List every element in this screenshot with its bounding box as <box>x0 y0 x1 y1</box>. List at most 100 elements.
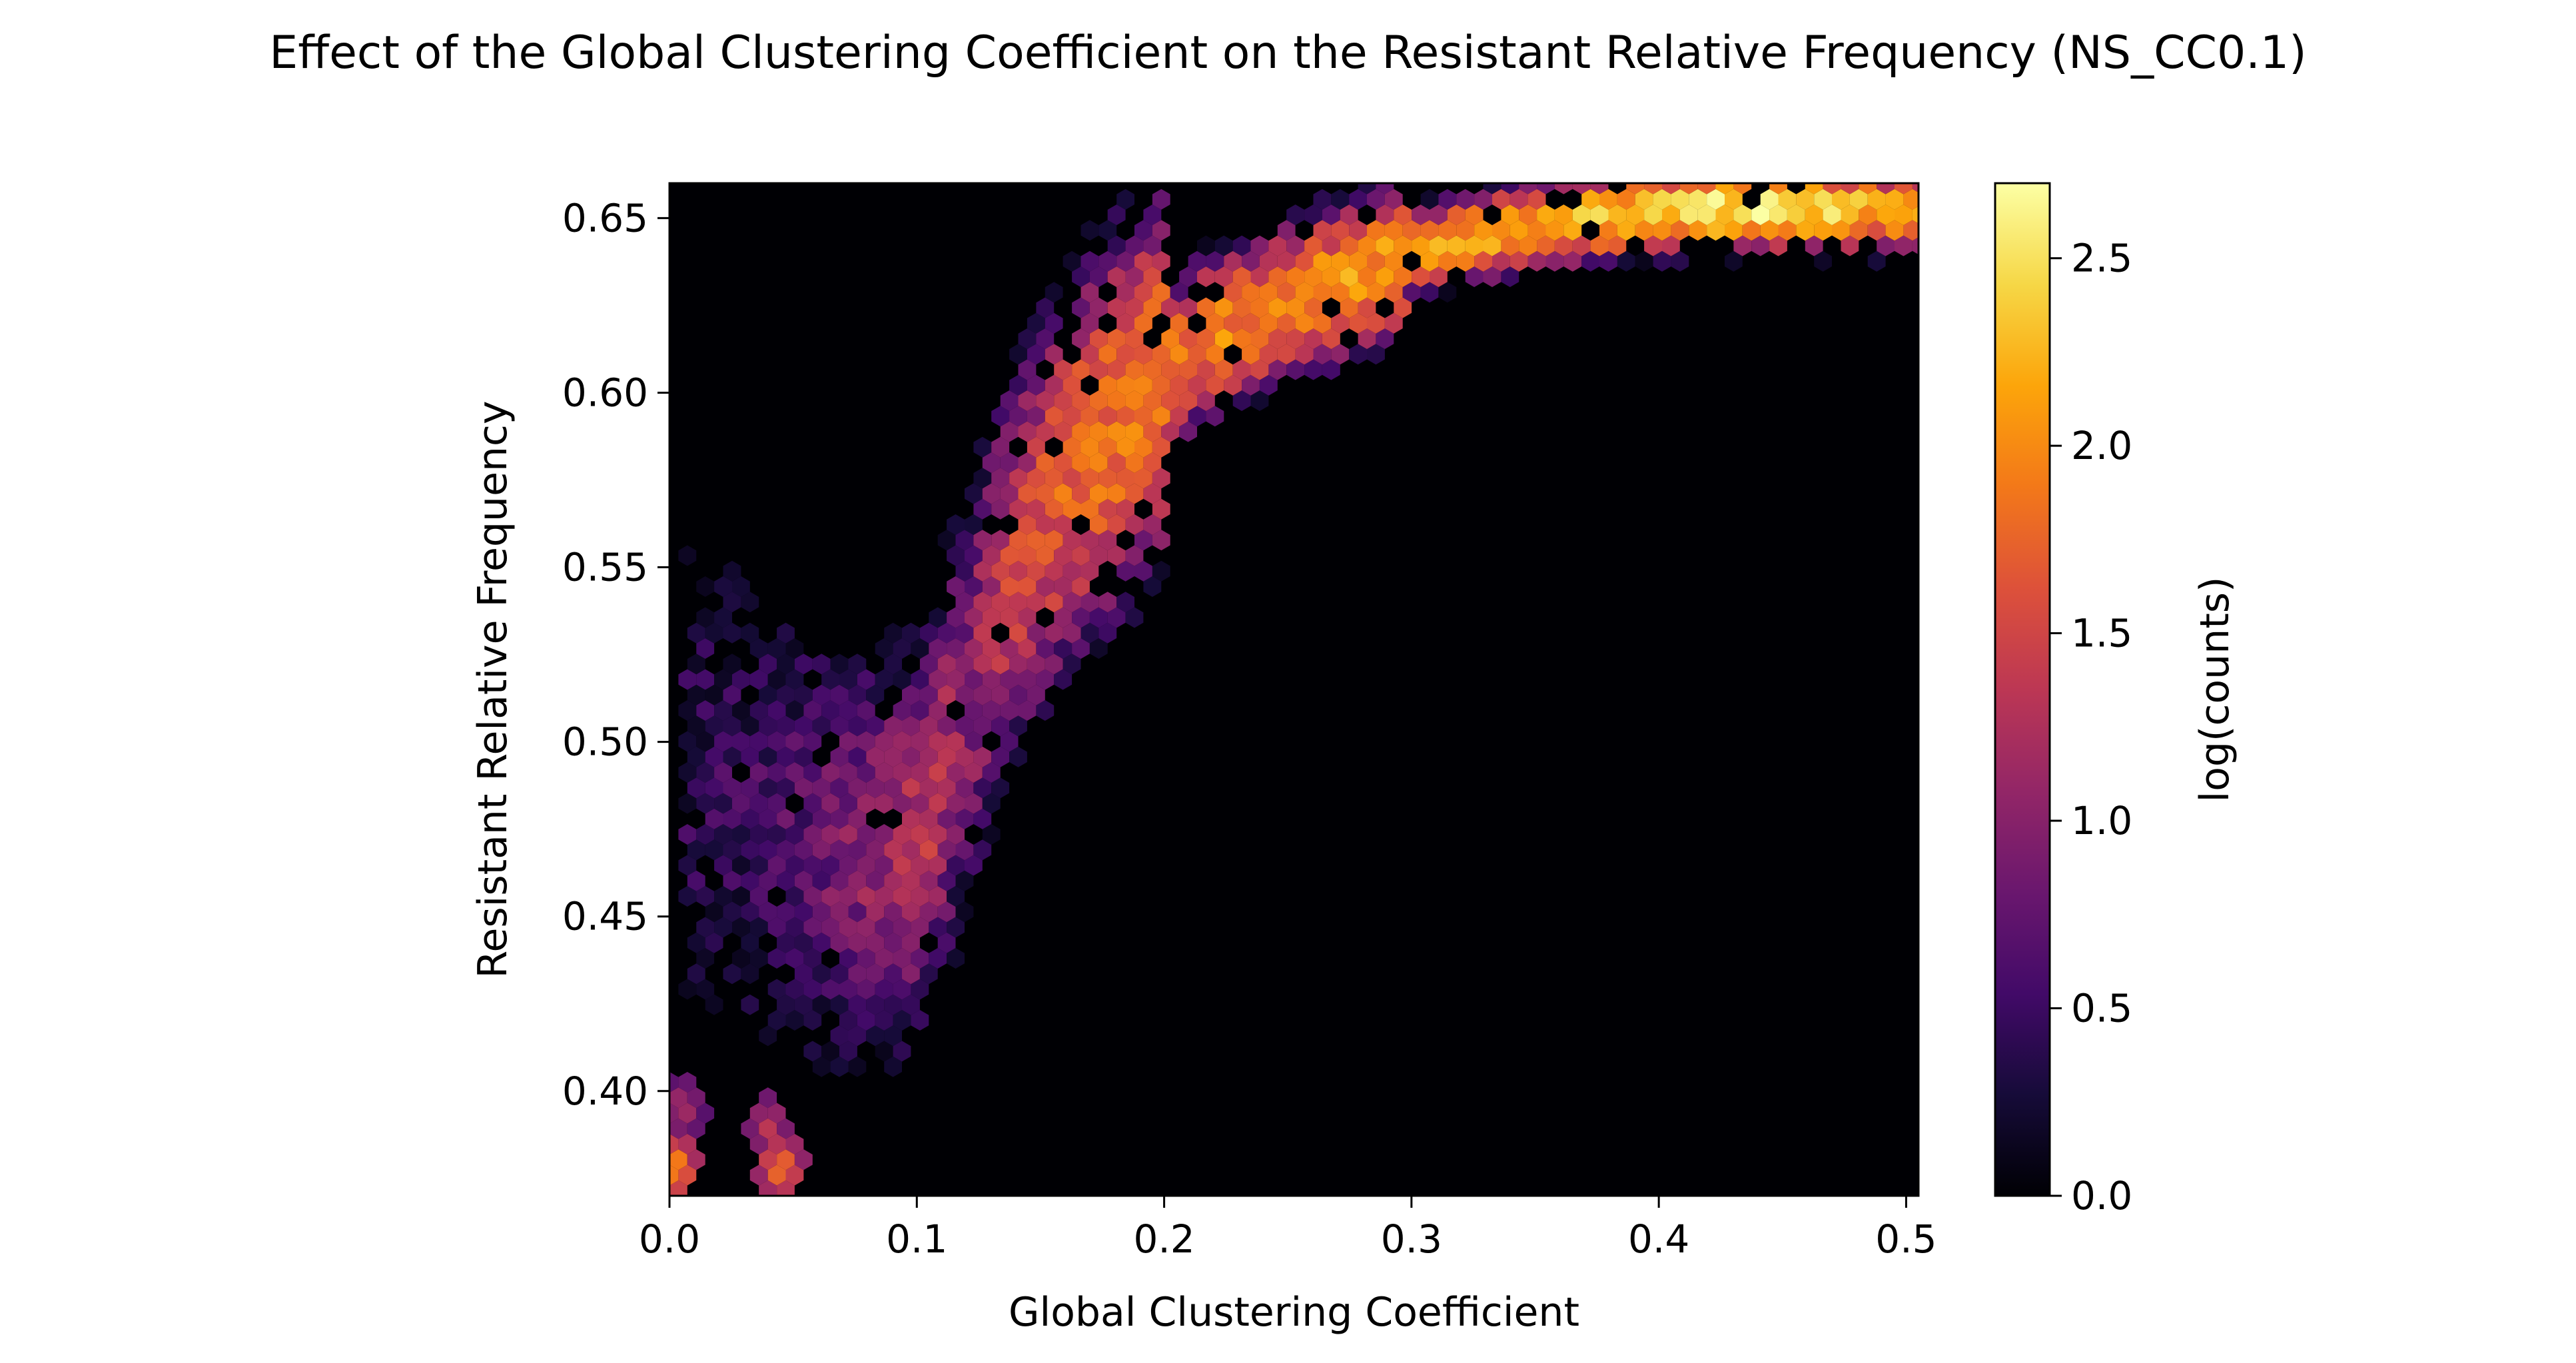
hexbin-cell <box>1679 205 1698 225</box>
hexbin-cell <box>1063 560 1081 582</box>
hexbin-cell <box>1224 312 1242 334</box>
hexbin-cell <box>759 777 777 799</box>
hexbin-cell <box>1027 622 1045 644</box>
hexbin-cell <box>1537 235 1555 256</box>
hexbin-cell <box>1268 235 1287 256</box>
hexbin-cell <box>749 793 768 814</box>
hexbin-cell <box>848 839 867 861</box>
hexbin-cell <box>749 824 768 845</box>
hexbin-cell <box>696 886 715 907</box>
hexbin-cell <box>830 1025 849 1047</box>
hexbin-cell <box>1689 220 1707 241</box>
hexbin-cell <box>1214 266 1233 287</box>
hexbin-cell <box>678 1103 697 1124</box>
hexbin-cell <box>1152 374 1170 396</box>
hexbin-cell <box>1045 312 1063 334</box>
hexbin-cell <box>767 700 786 721</box>
hexbin-cell <box>1018 483 1037 504</box>
hexbin-cell <box>785 1010 804 1031</box>
hexbin-cell <box>1430 235 1448 256</box>
hexbin-cell <box>1707 189 1725 210</box>
hexbin-cell <box>1778 189 1797 210</box>
x-axis-label: Global Clustering Coefficient <box>1009 1289 1579 1336</box>
colorbar-label: log(counts) <box>2192 577 2238 803</box>
hexbin-cell <box>812 963 831 985</box>
hexbin-cell <box>1554 205 1573 225</box>
hexbin-cell <box>937 746 956 767</box>
hexbin-cell <box>1322 205 1340 225</box>
hexbin-cell <box>1268 297 1287 318</box>
hexbin-cell <box>911 762 929 783</box>
colorbar <box>1994 182 2051 1197</box>
hexbin-cell <box>1412 266 1430 287</box>
hexbin-cell <box>848 777 867 799</box>
hexbin-cell <box>911 948 929 969</box>
hexbin-cell <box>1232 266 1251 287</box>
hexbin-cell <box>1313 189 1332 210</box>
hexbin-cell <box>1134 344 1152 365</box>
hexbin-cell <box>759 1118 777 1139</box>
hexbin-cell <box>1492 220 1510 241</box>
hexbin-cell <box>1384 312 1403 334</box>
hexbin-cell <box>929 793 947 814</box>
hexbin-cell <box>1000 700 1019 721</box>
hexbin-cell <box>839 1041 857 1062</box>
hexbin-cell <box>687 746 705 767</box>
hexbin-cell <box>991 406 1010 427</box>
hexbin-cell <box>1027 468 1045 489</box>
hexbin-cell <box>1563 250 1582 272</box>
hexbin-cell <box>1322 328 1340 349</box>
hexbin-cell <box>777 622 795 644</box>
hexbin-cell <box>1384 282 1403 303</box>
hexbin-cell <box>687 1087 705 1109</box>
hexbin-cell <box>991 746 1010 767</box>
hexbin-cell <box>1045 406 1063 427</box>
hexbin-cell <box>1107 545 1126 566</box>
hexbin-cell <box>1286 266 1305 287</box>
hexbin-cell <box>1098 530 1117 551</box>
hexbin-cell <box>1089 266 1108 287</box>
hexbin-cell <box>1653 220 1671 241</box>
hexbin-cell <box>1054 607 1073 628</box>
hexbin-cell <box>1018 421 1037 442</box>
hexbin-cell <box>821 793 839 814</box>
hexbin-cell <box>678 1072 697 1093</box>
hexbin-cell <box>830 746 849 767</box>
hexbin-cell <box>991 436 1010 458</box>
hexbin-cell <box>1027 560 1045 582</box>
hexbin-cell <box>812 715 831 737</box>
hexbin-cell <box>1420 250 1439 272</box>
hexbin-cell <box>1089 328 1108 349</box>
hexbin-cell <box>1170 406 1188 427</box>
hexbin-cell <box>857 917 875 938</box>
hexbin-cell <box>1725 189 1743 210</box>
hexbin-cell <box>1045 530 1063 551</box>
hexbin-cell <box>1242 344 1260 365</box>
hexbin-cell <box>1778 220 1797 241</box>
hexbin-cell <box>767 1164 786 1186</box>
hexbin-cell <box>1143 266 1162 287</box>
hexbin-cell <box>955 592 974 613</box>
hexbin-cell <box>937 839 956 861</box>
hexbin-cell <box>1027 498 1045 520</box>
hexbin-cell <box>1268 359 1287 380</box>
hexbin-cell <box>1849 189 1868 210</box>
hexbin-cell <box>767 669 786 690</box>
hexbin-cell <box>875 886 893 907</box>
hexbin-cell <box>1009 746 1027 767</box>
hexbin-cell <box>1116 468 1134 489</box>
hexbin-cell <box>1179 390 1197 411</box>
hexbin-cell <box>1134 374 1152 396</box>
hexbin-cell <box>1009 374 1027 396</box>
hexbin-cell <box>1018 638 1037 659</box>
hexbin-cell <box>884 1056 902 1077</box>
hexbin-cell <box>1349 220 1367 241</box>
hexbin-cell <box>821 979 839 1000</box>
hexbin-cell <box>1509 250 1528 272</box>
hexbin-cell <box>911 669 929 690</box>
hexbin-cell <box>1054 576 1073 597</box>
hexbin-cell <box>749 886 768 907</box>
hexbin-cell <box>893 1010 911 1031</box>
hexbin-cell <box>857 855 875 876</box>
hexbin-cell <box>1089 607 1108 628</box>
